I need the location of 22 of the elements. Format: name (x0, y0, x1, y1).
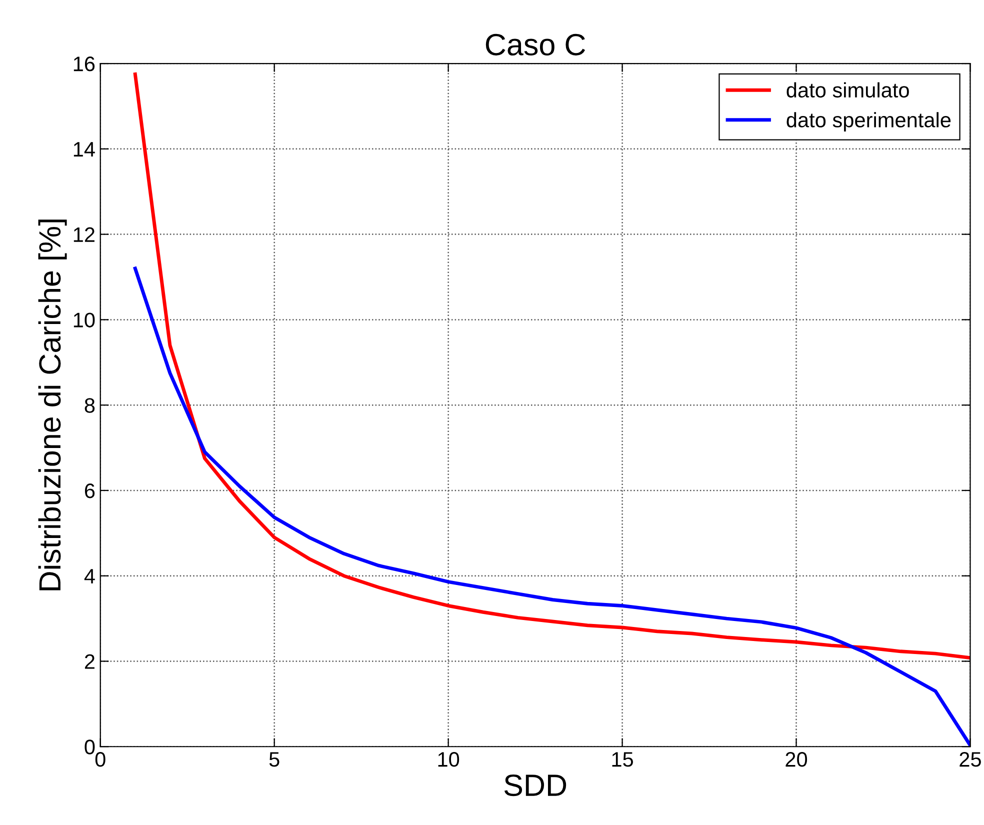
y-tick-label: 10 (74, 312, 95, 328)
chart-title: Caso C (486, 34, 586, 56)
y-tick-label: 8 (84, 398, 95, 413)
legend-label: dato simulato (786, 82, 909, 98)
x-tick-label: 5 (269, 752, 280, 767)
x-tick-label: 20 (786, 752, 808, 767)
line-series (133, 72, 970, 660)
y-tick-label: 14 (74, 142, 95, 156)
x-tick-label: 10 (438, 752, 460, 767)
x-tick-label: 25 (960, 752, 981, 767)
legend-label: dato sperimentale (786, 112, 951, 132)
y-tick-label: 4 (84, 569, 95, 584)
y-axis-title: Distribuzione di Cariche [%] (38, 220, 67, 590)
y-tick-label: 6 (84, 483, 95, 498)
x-tick-label: 0 (95, 752, 106, 767)
y-tick-label: 16 (74, 56, 95, 72)
y-tick-label: 12 (74, 227, 94, 242)
x-axis-title: SDD (504, 774, 566, 796)
x-tick-label: 15 (612, 752, 633, 767)
line-series (133, 266, 970, 747)
y-tick-label: 2 (84, 654, 94, 669)
y-tick-label: 0 (84, 740, 95, 754)
